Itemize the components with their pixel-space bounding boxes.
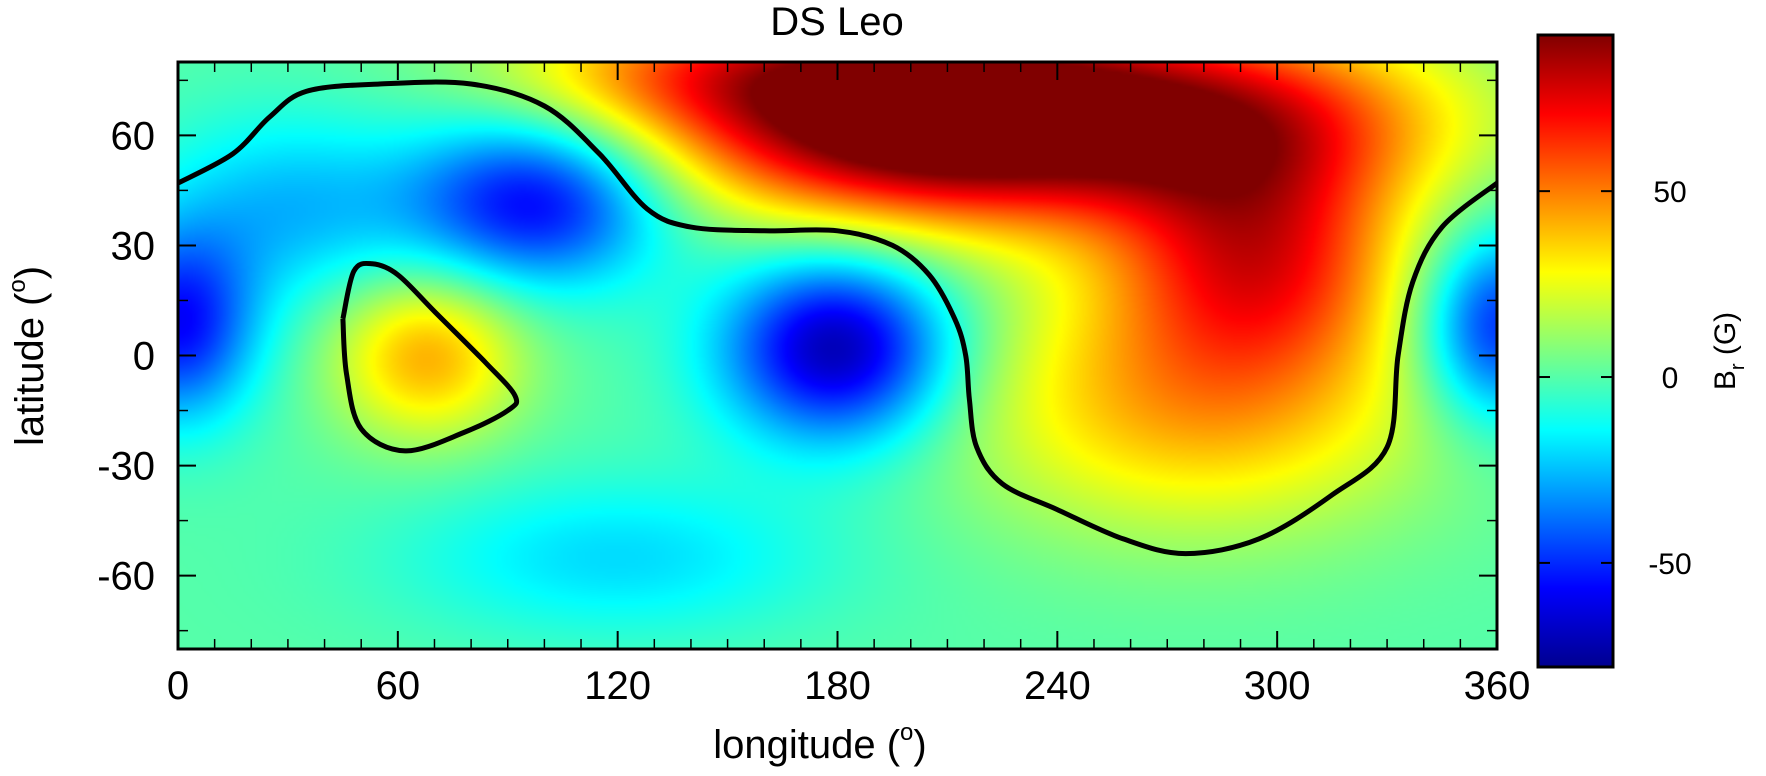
minor-ticks [178, 62, 1497, 649]
colorbar-gradient [1536, 33, 1615, 669]
x-axis: 0 60 120 180 240 300 360 [167, 62, 1531, 708]
x-axis-degree: o [900, 719, 913, 746]
x-tick-label: 300 [1244, 664, 1311, 708]
x-tick-label: 0 [167, 664, 189, 708]
colorbar-label-unit: (G) [1709, 312, 1742, 364]
colorbar-ticks: -50 0 50 [1538, 176, 1692, 581]
colorbar-tick-label: -50 [1648, 548, 1691, 581]
x-axis-label: longitude (o) [713, 719, 926, 767]
x-tick-label: 240 [1024, 664, 1091, 708]
chart-title: DS Leo [770, 0, 903, 44]
colorbar-label-main: B [1709, 370, 1742, 390]
y-tick-label: 60 [111, 114, 156, 158]
x-tick-label: 180 [804, 664, 871, 708]
y-tick-label: -30 [97, 445, 155, 489]
colorbar-label-sub: r [1727, 363, 1749, 370]
y-axis-label-text: latitude ( [8, 292, 52, 446]
y-axis: -60 -30 0 30 60 [97, 114, 1497, 599]
x-tick-label: 120 [584, 664, 651, 708]
x-axis-close-paren: ) [913, 723, 926, 767]
x-tick-label: 60 [376, 664, 421, 708]
x-tick-label: 360 [1464, 664, 1531, 708]
heatmap-field [178, 62, 1497, 649]
plot-area [176, 60, 1499, 651]
colorbar: -50 0 50 Br (G) [1536, 33, 1749, 669]
zero-contour-1 [178, 79, 1497, 557]
colorbar-tick-label: 0 [1662, 362, 1679, 395]
colorbar-label: Br (G) [1709, 312, 1749, 390]
y-axis-degree: o [4, 279, 31, 292]
y-axis-label: latitude (o) [4, 266, 52, 446]
zero-contours [178, 79, 1497, 557]
y-tick-label: 0 [133, 335, 155, 379]
colorbar-tick-label: 50 [1653, 176, 1686, 209]
y-tick-label: 30 [111, 224, 156, 268]
heatmap-field-container [178, 62, 1497, 649]
y-axis-close-paren: ) [8, 266, 52, 279]
x-axis-label-text: longitude ( [713, 723, 900, 767]
y-tick-label: -60 [97, 555, 155, 599]
zero-contour-2 [340, 260, 520, 454]
